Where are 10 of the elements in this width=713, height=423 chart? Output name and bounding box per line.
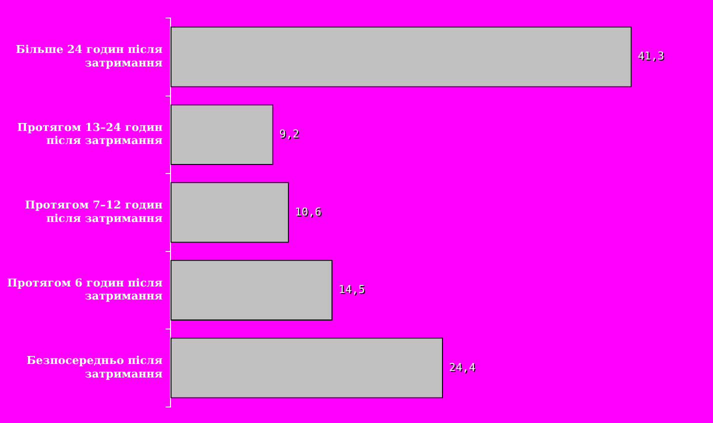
y-tick-label: Безпосередньо після затримання xyxy=(26,354,163,380)
data-label: 14,5 xyxy=(338,283,365,296)
data-label: 9,2 xyxy=(279,128,300,140)
y-tick-label: Протягом 7–12 годин після затримання xyxy=(24,198,163,225)
data-label: 41,3 xyxy=(638,50,664,63)
y-tick-label: Протягом 6 годин після затримання xyxy=(6,276,163,303)
data-label: 10,6 xyxy=(294,205,322,218)
y-tick-label: Більше 24 годин після затримання xyxy=(16,43,163,70)
y-tick-label: Протягом 13–24 годин після затримання xyxy=(17,120,163,148)
data-label: 24,4 xyxy=(448,360,476,374)
